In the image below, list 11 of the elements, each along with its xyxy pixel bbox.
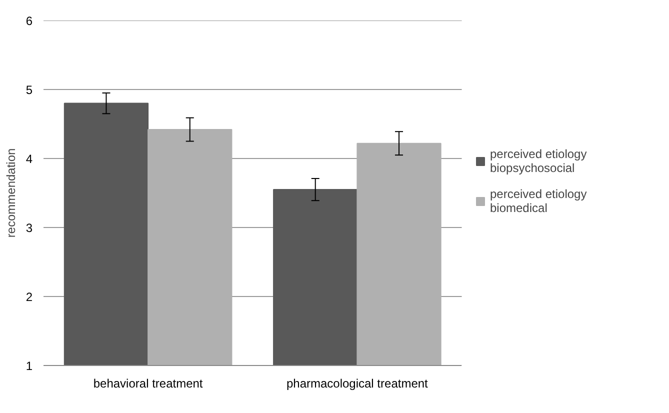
y-tick-label: 5 bbox=[26, 83, 33, 97]
y-tick-label: 3 bbox=[26, 221, 33, 235]
y-tick-label: 4 bbox=[26, 152, 33, 166]
y-axis-title: recommendation bbox=[4, 148, 18, 238]
y-tick-label: 1 bbox=[26, 359, 33, 373]
legend-label: perceived etiology biopsychosocial bbox=[490, 147, 587, 175]
y-tick-label: 2 bbox=[26, 290, 33, 304]
x-tick-label: pharmacological treatment bbox=[286, 376, 429, 390]
legend-label: perceived etiology biomedical bbox=[490, 187, 587, 215]
y-tick-label: 6 bbox=[26, 14, 33, 28]
x-tick-label: behavioral treatment bbox=[93, 376, 204, 390]
